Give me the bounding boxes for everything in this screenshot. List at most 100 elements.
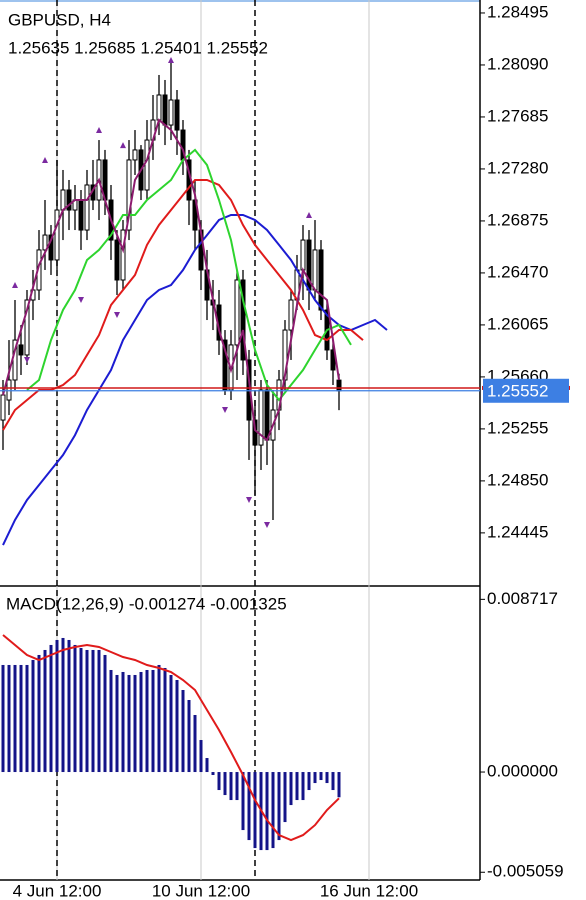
y-tick-label: -0.005059 (487, 862, 564, 881)
fractal-down (78, 297, 84, 304)
macd-bar (31, 659, 35, 773)
macd-bar (151, 669, 155, 773)
candle-body (312, 249, 318, 291)
fractal-up (306, 212, 312, 219)
macd-bar (43, 649, 47, 773)
macd-bar (169, 674, 173, 773)
macd-bar (181, 689, 185, 773)
macd-bar (61, 637, 65, 773)
macd-bar (163, 667, 167, 773)
candle-body (336, 379, 342, 392)
signal-line (2, 634, 340, 842)
y-tick-label: 1.26875 (487, 210, 548, 229)
macd-bar (241, 772, 245, 831)
fractal-up (12, 281, 18, 288)
candle-body (0, 394, 6, 421)
candle-body (66, 189, 72, 211)
y-tick-label: 1.27280 (487, 158, 548, 177)
macd-bar (295, 772, 299, 801)
candle-body (144, 139, 150, 191)
y-tick-label: 0.000000 (487, 762, 558, 781)
candle-body (240, 279, 246, 361)
macd-bar (229, 772, 233, 801)
fractal-down (114, 312, 120, 319)
macd-bar (103, 654, 107, 773)
macd-bar (265, 772, 269, 851)
x-tick-label: 10 Jun 12:00 (152, 881, 250, 900)
fractal-up (96, 127, 102, 134)
candle-body (162, 94, 168, 126)
fractal-down (264, 522, 270, 529)
candle-body (156, 94, 162, 121)
candle-body (126, 159, 132, 231)
y-tick-label: 0.008717 (487, 589, 558, 608)
macd-bar (121, 671, 125, 773)
macd-bar (37, 654, 41, 773)
candle-body (6, 379, 12, 401)
candle-body (24, 299, 30, 356)
macd-bar (283, 772, 287, 823)
fractal-down (222, 407, 228, 414)
candle-body (174, 99, 180, 131)
macd-bar (205, 758, 209, 773)
macd-bar (175, 679, 179, 773)
candle-body (84, 184, 90, 231)
y-tick-label: 1.25255 (487, 418, 548, 437)
macd-bar (193, 714, 197, 773)
macd-bar (331, 772, 335, 791)
candle-body (168, 99, 174, 126)
candle-body (42, 234, 48, 251)
bid-label: 1.25552 (487, 381, 548, 400)
macd-bar (307, 772, 311, 791)
macd-bar (223, 772, 227, 796)
y-tick-label: 1.28090 (487, 54, 548, 73)
macd-bar (289, 772, 293, 806)
candle-body (54, 209, 60, 261)
macd-bar (115, 674, 119, 773)
candle-body (120, 229, 126, 281)
x-tick-label: 16 Jun 12:00 (320, 881, 418, 900)
macd-bar (217, 772, 221, 791)
x-tick-label: 4 Jun 12:00 (13, 881, 102, 900)
macd-bar (253, 772, 257, 849)
candle-body (60, 189, 66, 211)
macd-bar (7, 664, 11, 773)
macd-bar (187, 700, 191, 773)
macd-bar (325, 772, 329, 784)
macd-bar (49, 644, 53, 773)
candle-body (234, 279, 240, 346)
macd-bar (145, 669, 149, 773)
macd-bar (13, 664, 17, 773)
candle-body (300, 239, 306, 271)
macd-bar (133, 674, 137, 773)
macd-bar (277, 772, 281, 841)
macd-bar (55, 639, 59, 773)
macd-bar (91, 649, 95, 773)
macd-bar (301, 772, 305, 801)
macd-bar (85, 649, 89, 773)
macd-bar (25, 664, 29, 773)
macd-bar (271, 772, 275, 849)
macd-bar (247, 772, 251, 841)
candle-body (288, 299, 294, 331)
macd-bar (319, 772, 323, 781)
macd-bar (1, 664, 5, 773)
fractal-down (246, 497, 252, 504)
candle-body (78, 199, 84, 231)
macd-bar (139, 671, 143, 773)
macd-bar (73, 644, 77, 773)
chart-title: GBPUSD, H4 (8, 10, 111, 29)
y-tick-label: 1.28495 (487, 2, 548, 21)
candle-body (222, 339, 228, 391)
fractal-up (120, 142, 126, 149)
candle-body (258, 389, 264, 446)
macd-bar (337, 772, 341, 798)
fractal-down (24, 356, 30, 363)
y-tick-label: 1.24445 (487, 522, 548, 541)
candle-body (264, 389, 270, 441)
macd-bar (109, 669, 113, 773)
bid-box (483, 378, 569, 403)
macd-bar (199, 740, 203, 773)
